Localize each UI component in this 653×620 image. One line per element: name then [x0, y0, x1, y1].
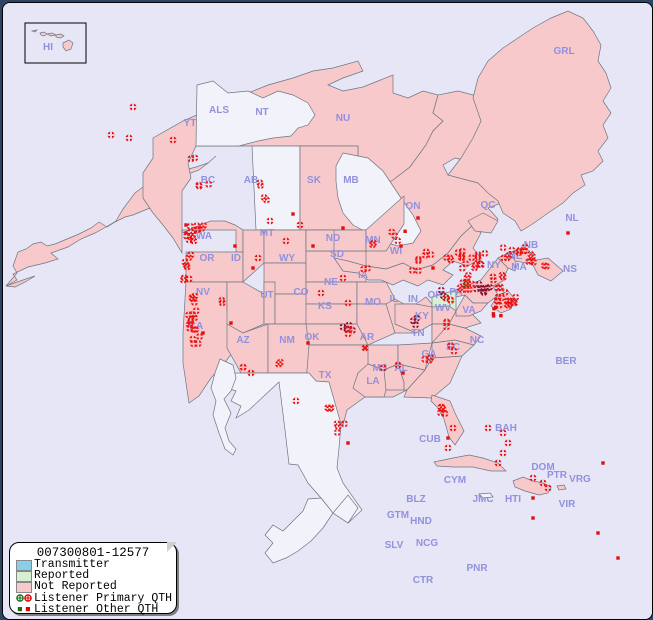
- svg-text:UT: UT: [260, 290, 273, 301]
- svg-text:NV: NV: [196, 287, 210, 298]
- svg-text:IN: IN: [408, 294, 418, 305]
- svg-text:NU: NU: [336, 113, 350, 124]
- svg-text:ND: ND: [326, 233, 340, 244]
- svg-text:QC: QC: [481, 200, 496, 211]
- svg-text:MA: MA: [511, 262, 527, 273]
- svg-text:MO: MO: [365, 297, 381, 308]
- svg-text:BC: BC: [201, 175, 215, 186]
- svg-text:HND: HND: [410, 516, 432, 527]
- svg-text:WY: WY: [279, 253, 295, 264]
- svg-text:KY: KY: [415, 311, 429, 322]
- svg-text:HTI: HTI: [505, 494, 521, 505]
- svg-text:CTR: CTR: [413, 575, 434, 586]
- svg-text:CYM: CYM: [444, 475, 466, 486]
- svg-text:MB: MB: [343, 175, 359, 186]
- svg-text:NE: NE: [324, 277, 338, 288]
- svg-text:AB: AB: [244, 175, 258, 186]
- svg-text:CUB: CUB: [419, 434, 441, 445]
- svg-text:NCG: NCG: [416, 538, 438, 549]
- svg-text:GTM: GTM: [387, 510, 409, 521]
- svg-text:BLZ: BLZ: [406, 494, 425, 505]
- svg-text:SD: SD: [330, 249, 344, 260]
- svg-text:PTR: PTR: [547, 470, 568, 481]
- svg-text:MT: MT: [260, 228, 274, 239]
- svg-text:OR: OR: [200, 253, 216, 264]
- svg-text:NS: NS: [563, 264, 577, 275]
- svg-text:ALS: ALS: [209, 105, 229, 116]
- svg-text:IA: IA: [358, 270, 368, 281]
- svg-text:BAH: BAH: [495, 423, 517, 434]
- svg-text:NM: NM: [279, 335, 295, 346]
- svg-text:ID: ID: [231, 253, 241, 264]
- svg-text:KS: KS: [318, 301, 332, 312]
- svg-text:PNR: PNR: [466, 563, 488, 574]
- svg-text:GRL: GRL: [553, 46, 574, 57]
- svg-text:NY: NY: [487, 260, 501, 271]
- svg-text:AL: AL: [394, 363, 407, 374]
- svg-text:LA: LA: [366, 376, 379, 387]
- svg-text:BER: BER: [555, 356, 577, 367]
- svg-text:SLV: SLV: [385, 540, 404, 551]
- svg-text:YT: YT: [184, 118, 197, 129]
- svg-text:MN: MN: [365, 235, 381, 246]
- svg-text:NL: NL: [565, 213, 578, 224]
- svg-text:CO: CO: [294, 287, 309, 298]
- svg-text:HI: HI: [43, 42, 53, 53]
- svg-text:VA: VA: [462, 305, 475, 316]
- svg-text:TN: TN: [411, 328, 424, 339]
- svg-text:ON: ON: [406, 201, 421, 212]
- svg-text:NT: NT: [255, 107, 268, 118]
- svg-text:MS: MS: [373, 363, 388, 374]
- svg-text:AZ: AZ: [236, 335, 249, 346]
- svg-text:SK: SK: [307, 175, 322, 186]
- svg-text:AR: AR: [360, 332, 375, 343]
- svg-text:VIR: VIR: [559, 499, 576, 510]
- svg-text:IL: IL: [390, 294, 399, 305]
- svg-text:WV: WV: [435, 303, 451, 314]
- svg-text:NC: NC: [470, 335, 484, 346]
- svg-text:VRG: VRG: [569, 474, 591, 485]
- svg-text:TX: TX: [319, 370, 332, 381]
